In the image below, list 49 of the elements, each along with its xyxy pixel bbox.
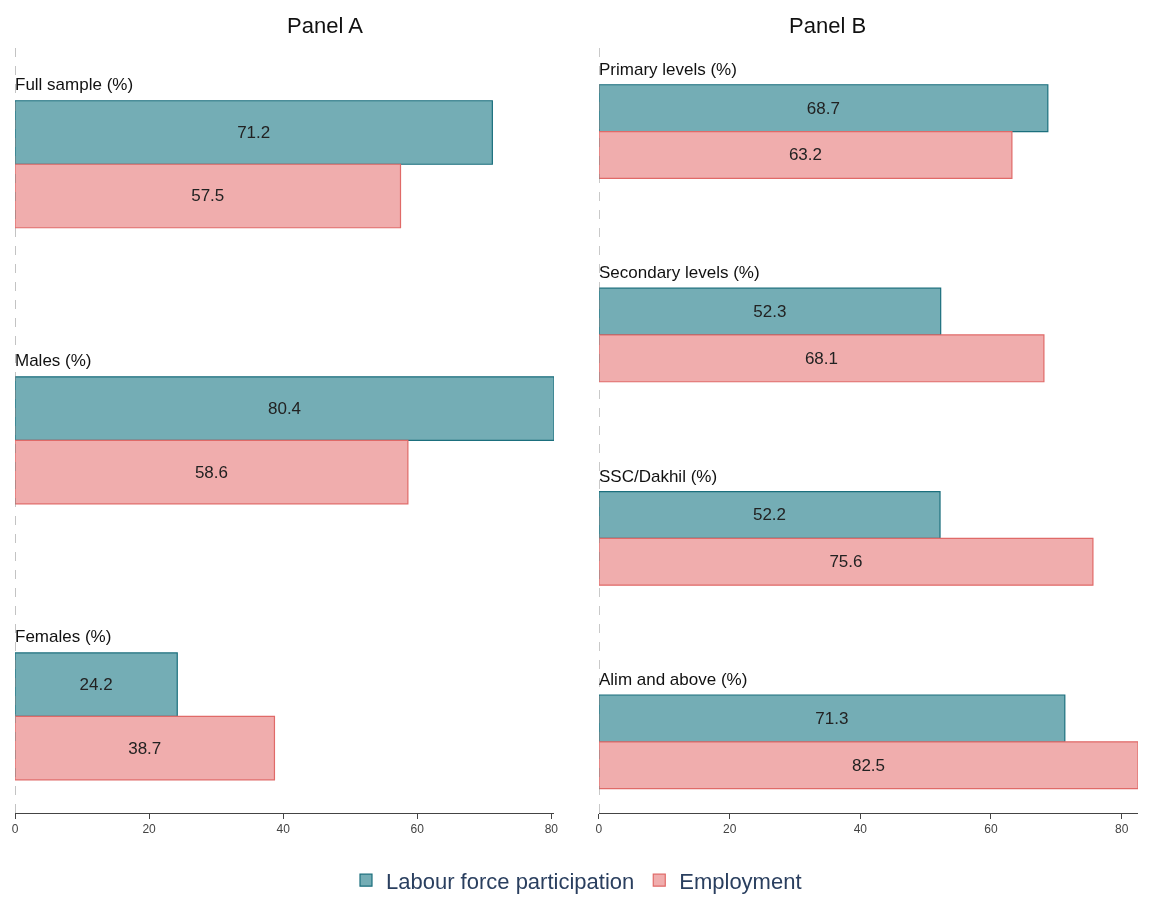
data-label: 68.7 [806, 98, 840, 118]
x-tick-label: 20 [722, 822, 737, 837]
bar [15, 100, 493, 165]
x-tick-label: 0 [11, 822, 19, 837]
x-tick-label: 80 [544, 822, 559, 837]
x-tick-label: 80 [1114, 822, 1129, 837]
data-label: 57.5 [191, 186, 225, 206]
data-label: 52.3 [753, 302, 787, 322]
data-label: 82.5 [851, 755, 886, 775]
bar [598, 741, 1138, 790]
x-tick-label: 20 [142, 822, 157, 837]
bar [15, 652, 178, 717]
data-label: 68.1 [804, 348, 838, 368]
legend-label: Labour force participation [386, 868, 635, 894]
category-label: Females (%) [15, 627, 112, 646]
chart-title: Panel B [789, 13, 867, 38]
x-tick-label: 40 [276, 822, 291, 837]
legend-label: Employment [679, 868, 802, 894]
bar [598, 130, 1013, 179]
bar [598, 84, 1049, 133]
bar [15, 715, 276, 781]
category-label: Males (%) [15, 351, 92, 370]
bar [598, 490, 941, 539]
bar [15, 163, 402, 229]
data-label: 71.2 [237, 122, 271, 142]
bar [598, 334, 1045, 383]
data-label: 75.6 [829, 552, 863, 572]
data-label: 52.2 [752, 505, 787, 525]
x-tick-label: 60 [984, 822, 998, 837]
data-label: 63.2 [788, 145, 822, 165]
bar [598, 694, 1066, 743]
category-label: Secondary levels (%) [599, 263, 760, 282]
bar [598, 537, 1094, 586]
data-label: 71.3 [815, 708, 849, 728]
category-label: Alim and above (%) [599, 670, 748, 689]
category-label: SSC/Dakhil (%) [599, 467, 718, 486]
data-label: 24.2 [79, 675, 113, 695]
data-label: 80.4 [267, 399, 302, 419]
category-label: Full sample (%) [15, 75, 134, 94]
bar [15, 439, 409, 505]
x-tick-label: 0 [595, 822, 603, 837]
x-tick-label: 60 [410, 822, 425, 837]
data-label: 58.6 [194, 462, 228, 482]
bar [598, 287, 942, 336]
bar [15, 376, 555, 441]
category-label: Primary levels (%) [599, 60, 737, 79]
chart-title: Panel A [287, 13, 364, 38]
data-label: 38.7 [128, 738, 162, 758]
x-tick-label: 40 [853, 822, 868, 837]
